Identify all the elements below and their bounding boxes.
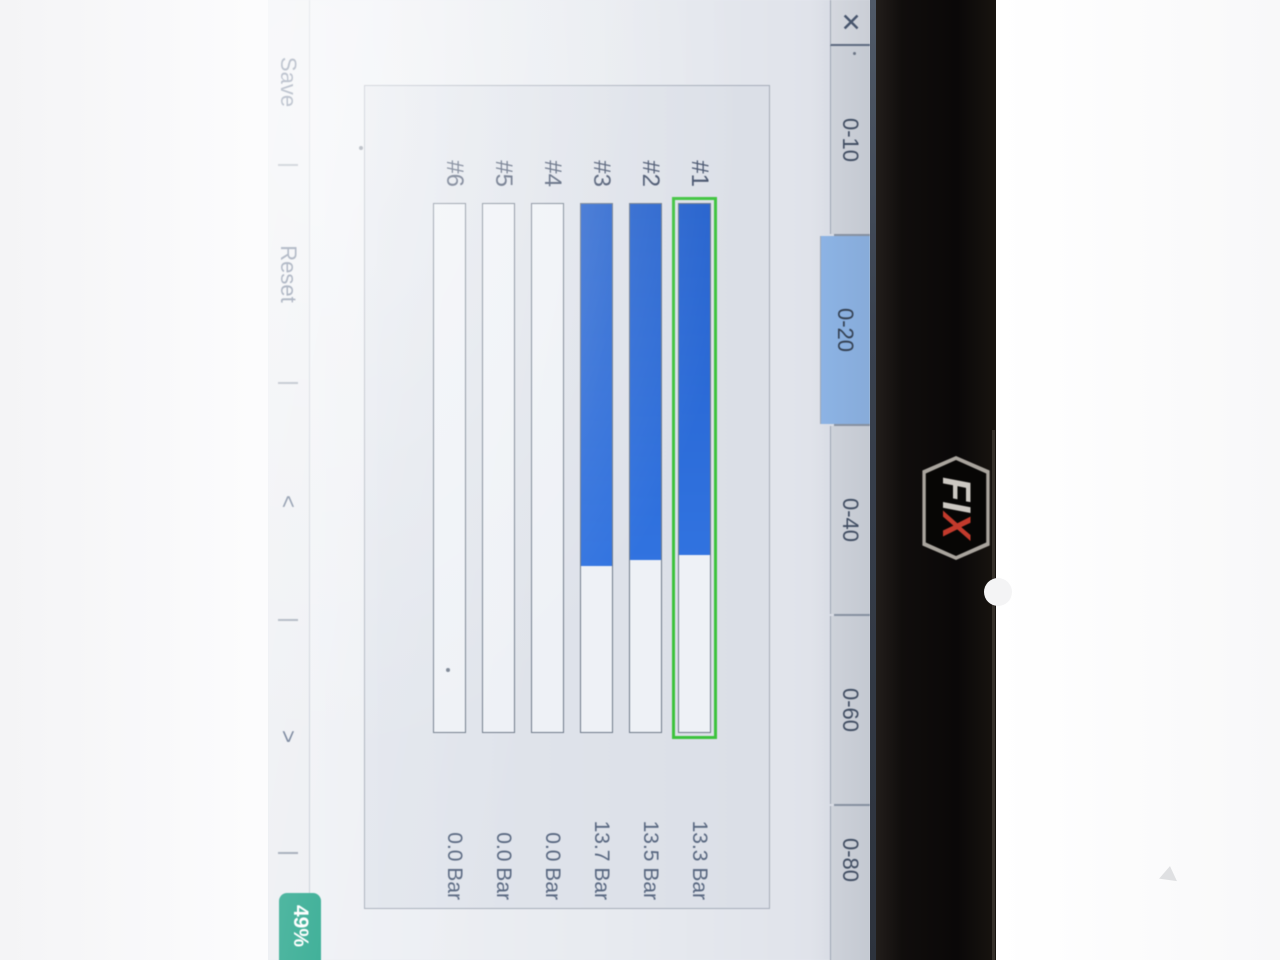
brand-logo-rotated: FI X: [916, 456, 996, 560]
bar-row: #4 0.0 Bar: [523, 86, 572, 908]
bar-track[interactable]: [433, 203, 466, 733]
bar-row: #3 13.7 Bar: [572, 86, 621, 908]
bar-row: #5 0.0 Bar: [474, 86, 523, 908]
bar-value: 13.7 Bar: [590, 820, 613, 900]
dust-speck: [853, 52, 856, 55]
bottom-toolbar: Save Reset < > 49%: [268, 0, 321, 960]
tab-range-0-20[interactable]: 0-20: [820, 236, 870, 424]
toolbar-divider: [278, 852, 299, 854]
bar-track-wrap: [531, 203, 564, 733]
bar-track-wrap: [580, 203, 613, 733]
screen-content-rotated: ✕ 0-10 0-20 0-40 0-60 0-80 #1: [268, 0, 870, 960]
device-bezel: FI X: [876, 0, 996, 960]
logo-text-x: X: [934, 512, 979, 540]
logo-text-fi: FI: [934, 476, 979, 513]
bar-label: #4: [539, 160, 566, 187]
bezel-notch: [984, 578, 1012, 606]
bar-track-wrap: [629, 203, 662, 733]
device-screen: ✕ 0-10 0-20 0-40 0-60 0-80 #1: [268, 0, 870, 960]
bar-row: #6 0.0 Bar: [425, 86, 474, 908]
bar-track-wrap: [672, 197, 717, 739]
close-button[interactable]: ✕: [830, 0, 870, 46]
bar-value: 0.0 Bar: [541, 832, 564, 900]
bar-value: 0.0 Bar: [492, 832, 515, 900]
reset-button[interactable]: Reset: [268, 166, 310, 382]
bar-track-wrap: [482, 203, 515, 733]
background-artifact: [1159, 864, 1179, 882]
bar-label: #1: [686, 160, 713, 187]
range-tab-bar: ✕ 0-10 0-20 0-40 0-60 0-80: [820, 0, 870, 960]
screen-bezel-edge: [870, 0, 876, 960]
bar-track-wrap: [433, 203, 466, 733]
bar-label: #3: [588, 160, 615, 187]
dust-speck: [359, 146, 363, 150]
brand-logo-fix: FI X: [916, 456, 996, 560]
bar-fill: [630, 204, 661, 561]
tab-range-0-10[interactable]: 0-10: [830, 46, 870, 234]
bezel-edge-highlight: [992, 430, 995, 960]
tab-range-0-40[interactable]: 0-40: [830, 426, 870, 614]
prev-page-button[interactable]: <: [268, 384, 310, 619]
bar-track[interactable]: [531, 203, 564, 733]
chart-panel: #1 13.3 Bar #2 13.5 Bar #3: [364, 85, 770, 909]
bar-fill: [679, 204, 710, 556]
bar-label: #5: [490, 160, 517, 187]
bar-track[interactable]: [629, 203, 662, 733]
bar-value: 13.3 Bar: [688, 820, 711, 900]
bar-value: 0.0 Bar: [443, 832, 466, 900]
bar-track[interactable]: [580, 203, 613, 733]
bar-row: #2 13.5 Bar: [621, 86, 670, 908]
progress-badge: 49%: [279, 893, 321, 960]
logo-hexagon: FI X: [920, 460, 992, 556]
bar-row: #1 13.3 Bar: [670, 86, 719, 908]
bar-label: #2: [637, 160, 664, 187]
dust-speck: [446, 668, 450, 672]
next-page-button[interactable]: >: [268, 621, 310, 852]
tab-range-0-80[interactable]: 0-80: [830, 806, 870, 960]
bar-track[interactable]: [678, 203, 711, 733]
tab-range-0-60[interactable]: 0-60: [830, 616, 870, 804]
bar-value: 13.5 Bar: [639, 820, 662, 900]
save-button[interactable]: Save: [268, 0, 310, 164]
logo-hexagon-outline: FI X: [916, 456, 996, 560]
bar-fill: [581, 204, 612, 566]
bar-track[interactable]: [482, 203, 515, 733]
bar-label: #6: [441, 160, 468, 187]
